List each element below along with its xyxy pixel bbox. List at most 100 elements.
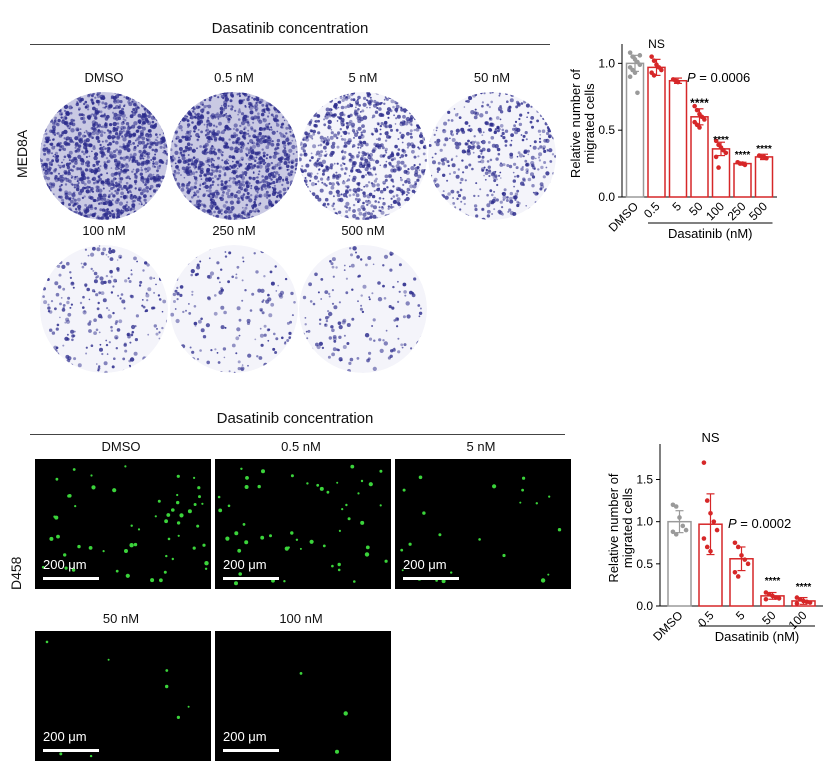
y-axis-label: Relative number ofmigrated cells: [606, 473, 635, 582]
significance-annotation: P = 0.0006: [687, 70, 750, 85]
data-point: [659, 67, 664, 73]
data-point: [651, 58, 657, 63]
data-point: [745, 561, 751, 567]
top-condition-label: 500 nM: [341, 223, 385, 238]
bottom-row-label: D458: [8, 556, 24, 590]
data-point: [708, 510, 713, 516]
top-condition-label: 5 nM: [348, 70, 378, 85]
y-tick-label: 0.5: [598, 123, 615, 137]
bottom-condition-label: 5 nM: [466, 439, 496, 454]
data-point: [735, 544, 741, 550]
data-point: [632, 70, 638, 76]
migration-well-image: [299, 92, 427, 220]
bar: [733, 162, 752, 198]
fluorescence-image: 200 μm: [215, 459, 391, 589]
data-point: [776, 596, 782, 601]
significance-annotation: ****: [690, 96, 709, 110]
data-point: [637, 53, 643, 58]
migration-well-image: [170, 245, 298, 373]
top-condition-label: DMSO: [84, 70, 124, 85]
x-tick-label: 250: [725, 199, 749, 223]
scale-bar: [403, 577, 459, 580]
y-axis-label: Relative number ofmigrated cells: [568, 69, 597, 178]
scale-bar: [223, 749, 279, 752]
scale-bar-label: 200 μm: [223, 729, 267, 744]
data-point: [701, 460, 707, 465]
scale-bar-label: 200 μm: [403, 557, 447, 572]
bottom-condition-label: 0.5 nM: [281, 439, 321, 454]
data-point: [708, 548, 713, 554]
data-point: [742, 557, 748, 562]
x-tick-label: 0.5: [641, 199, 663, 221]
significance-annotation: P = 0.0002: [728, 516, 791, 531]
top-row-label: MED8A: [14, 129, 30, 178]
top-condition-label: 250 nM: [212, 223, 256, 238]
data-point: [651, 73, 657, 78]
data-point: [635, 90, 640, 96]
scale-bar-label: 200 μm: [43, 557, 87, 572]
data-point: [714, 527, 720, 533]
bottom-condition-label: 50 nM: [102, 611, 140, 626]
x-tick-label: 100: [703, 199, 727, 223]
scale-bar: [43, 577, 99, 580]
fluorescence-image: 200 μm: [35, 459, 211, 589]
y-tick-label: 0.0: [598, 190, 615, 204]
data-point: [732, 540, 738, 546]
data-point: [794, 601, 800, 606]
data-point: [680, 523, 686, 529]
data-point: [677, 515, 682, 520]
x-tick-label: 50: [686, 199, 706, 219]
data-point: [692, 103, 697, 109]
y-tick-label: 1.5: [636, 473, 653, 487]
bar: [647, 66, 666, 198]
x-axis-label: Dasatinib (nM): [715, 629, 800, 644]
data-point: [675, 79, 681, 85]
data-point: [649, 54, 654, 59]
bottom-condition-label: 100 nM: [279, 611, 323, 626]
data-point: [713, 154, 719, 160]
scale-bar: [43, 749, 99, 752]
data-point: [627, 50, 633, 55]
data-point: [739, 553, 744, 558]
significance-annotation: NS: [701, 430, 719, 445]
migration-well-image: [428, 92, 556, 220]
data-point: [732, 569, 738, 575]
top-condition-label: 0.5 nM: [214, 70, 254, 85]
fluorescence-image: 200 μm: [395, 459, 571, 589]
y-tick-label: 0.5: [636, 557, 653, 571]
scale-bar-label: 200 μm: [43, 729, 87, 744]
scale-bar-label: 200 μm: [223, 557, 267, 572]
x-tick-label: DMSO: [650, 608, 685, 643]
data-point: [735, 574, 741, 579]
x-tick-label: 5: [733, 608, 748, 623]
significance-annotation: ****: [796, 582, 812, 593]
y-tick-label: 1.0: [636, 515, 653, 529]
bar: [625, 62, 645, 198]
data-point: [704, 544, 710, 550]
data-point: [683, 527, 689, 533]
scale-bar: [223, 577, 279, 580]
fluorescence-image: 200 μm: [215, 631, 391, 761]
significance-annotation: NS: [648, 37, 665, 51]
fluorescence-image: 200 μm: [35, 631, 211, 761]
data-point: [673, 504, 679, 509]
migration-well-image: [40, 92, 168, 220]
migration-well-image: [170, 92, 298, 220]
significance-annotation: ****: [713, 135, 729, 146]
significance-annotation: ****: [765, 576, 781, 587]
data-point: [673, 532, 679, 537]
data-point: [763, 596, 769, 602]
data-point: [637, 62, 643, 67]
data-point: [742, 162, 748, 168]
bottom-condition-label: DMSO: [101, 439, 141, 454]
data-point: [701, 536, 707, 541]
x-tick-label: 5: [669, 199, 684, 214]
top-title-rule: [30, 44, 550, 45]
data-point: [670, 529, 676, 535]
significance-annotation: ****: [756, 144, 772, 155]
data-point: [704, 498, 710, 503]
bar: [754, 156, 774, 198]
top-condition-label: 100 nM: [82, 223, 126, 238]
